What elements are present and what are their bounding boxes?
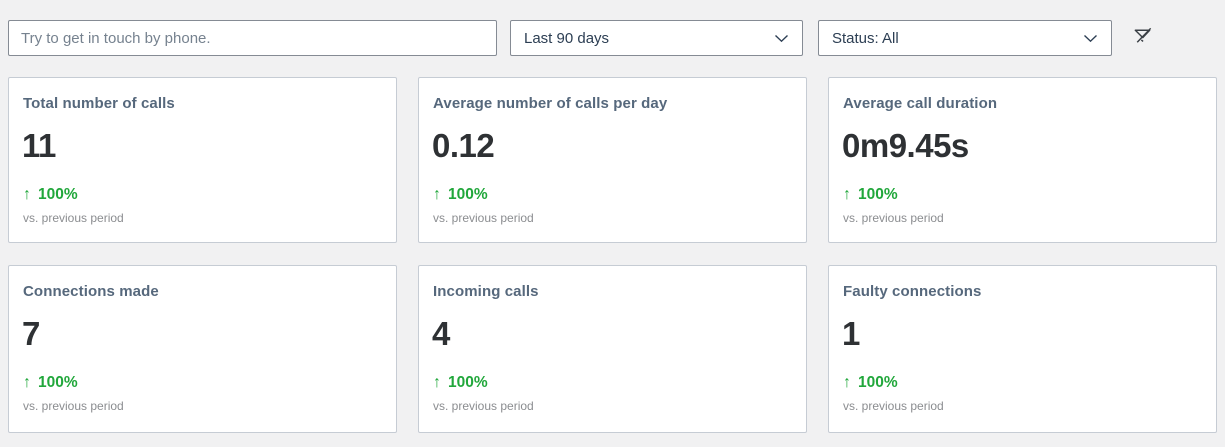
card-compare: vs. previous period <box>23 399 124 413</box>
card-title: Connections made <box>23 283 159 300</box>
stat-card-faulty-connections: Faulty connections 1 ↑ 100% vs. previous… <box>828 265 1217 433</box>
stat-card-avg-call-duration: Average call duration 0m9.45s ↑ 100% vs.… <box>828 77 1217 243</box>
stat-card-incoming-calls: Incoming calls 4 ↑ 100% vs. previous per… <box>418 265 807 433</box>
card-value: 7 <box>22 315 40 352</box>
stat-card-connections-made: Connections made 7 ↑ 100% vs. previous p… <box>8 265 397 433</box>
card-delta: ↑ 100% <box>433 374 488 392</box>
card-delta: ↑ 100% <box>843 374 898 392</box>
card-title: Total number of calls <box>23 95 175 112</box>
card-compare: vs. previous period <box>23 211 124 225</box>
card-title: Faulty connections <box>843 283 982 300</box>
card-value: 0m9.45s <box>842 127 969 164</box>
card-compare: vs. previous period <box>843 211 944 225</box>
status-value: Status: All <box>832 29 899 47</box>
clear-filters-button[interactable] <box>1126 22 1158 54</box>
card-value: 1 <box>842 315 860 352</box>
arrow-up-icon: ↑ <box>433 186 441 203</box>
card-compare: vs. previous period <box>843 399 944 413</box>
delta-percent: 100% <box>448 186 488 203</box>
card-value: 0.12 <box>432 127 495 164</box>
card-title: Incoming calls <box>433 283 539 300</box>
delta-percent: 100% <box>448 374 488 391</box>
arrow-up-icon: ↑ <box>23 186 31 203</box>
delta-percent: 100% <box>38 374 78 391</box>
card-title: Average number of calls per day <box>433 95 668 112</box>
arrow-up-icon: ↑ <box>23 374 31 391</box>
date-range-dropdown[interactable]: Last 90 days <box>510 20 803 56</box>
card-compare: vs. previous period <box>433 211 534 225</box>
card-delta: ↑ 100% <box>843 186 898 204</box>
chevron-down-icon <box>1083 34 1098 43</box>
card-title: Average call duration <box>843 95 998 112</box>
delta-percent: 100% <box>858 186 898 203</box>
card-delta: ↑ 100% <box>433 186 488 204</box>
stat-card-total-calls: Total number of calls 11 ↑ 100% vs. prev… <box>8 77 397 243</box>
delta-percent: 100% <box>38 186 78 203</box>
arrow-up-icon: ↑ <box>843 374 851 391</box>
filter-clear-icon <box>1131 24 1154 52</box>
status-dropdown[interactable]: Status: All <box>818 20 1112 56</box>
card-value: 4 <box>432 315 450 352</box>
card-delta: ↑ 100% <box>23 374 78 392</box>
arrow-up-icon: ↑ <box>843 186 851 203</box>
card-value: 11 <box>22 127 56 164</box>
delta-percent: 100% <box>858 374 898 391</box>
card-delta: ↑ 100% <box>23 186 78 204</box>
search-input[interactable] <box>8 20 497 56</box>
stat-card-avg-calls-per-day: Average number of calls per day 0.12 ↑ 1… <box>418 77 807 243</box>
chevron-down-icon <box>774 34 789 43</box>
card-compare: vs. previous period <box>433 399 534 413</box>
date-range-value: Last 90 days <box>524 29 610 47</box>
stats-grid: Total number of calls 11 ↑ 100% vs. prev… <box>8 77 1217 433</box>
arrow-up-icon: ↑ <box>433 374 441 391</box>
